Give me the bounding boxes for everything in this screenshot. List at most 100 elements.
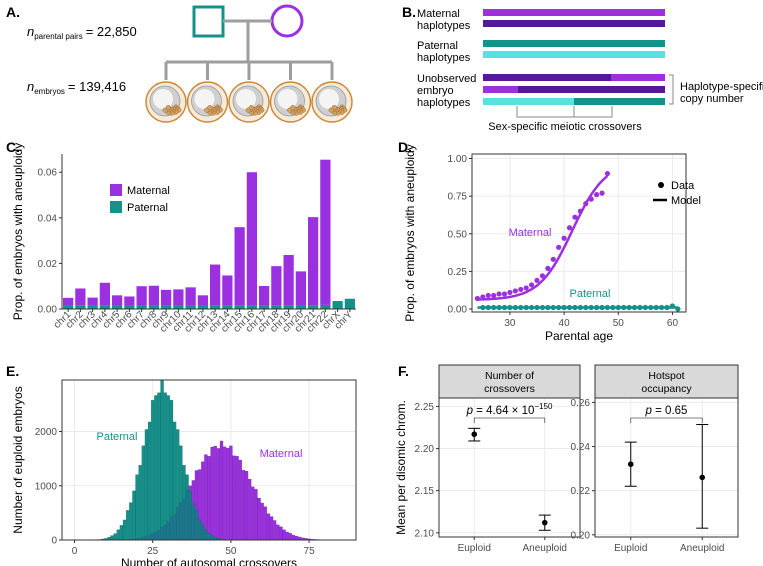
histogram-bar-maternal: [279, 526, 283, 541]
facet-strip: [594, 364, 739, 399]
panel-a-letter: A.: [6, 4, 20, 20]
histogram-bar-maternal: [282, 529, 286, 541]
paternal-data-point: [518, 304, 524, 311]
maternal-data-point: [561, 235, 567, 241]
maternal-data-point: [604, 170, 611, 177]
x-axis-title: Parental age: [545, 329, 613, 343]
y-tick-label: 0.75: [448, 192, 468, 203]
error-bar: [538, 514, 551, 531]
histogram-bar-paternal: [166, 395, 171, 541]
histogram-overlap: [160, 526, 164, 540]
paternal-data-point: [631, 304, 638, 311]
mean-point: [471, 431, 478, 438]
histogram-bar-maternal: [219, 440, 224, 541]
histogram-overlap: [132, 538, 136, 540]
embryo-icon: [228, 62, 270, 123]
histogram-overlap: [138, 537, 142, 540]
bar-paternal: [112, 305, 123, 309]
bar-maternal: [308, 217, 319, 306]
x-tick-label: 50: [613, 318, 625, 329]
histogram-overlap: [182, 498, 186, 540]
paternal-data-point: [594, 304, 600, 311]
paternal-data-point: [637, 304, 643, 311]
legend-swatch-maternal: [110, 184, 122, 196]
p-value-label: p = 4.64 × 10−150: [466, 402, 553, 417]
bar-maternal: [112, 295, 123, 306]
bar-maternal: [295, 271, 306, 306]
paternal-data-point: [675, 306, 681, 312]
paternal-data-point: [566, 304, 573, 311]
bar-paternal: [124, 305, 135, 309]
paternal-data-point: [653, 304, 659, 311]
histogram-overlap: [216, 538, 220, 540]
bar-maternal: [283, 254, 294, 306]
bar-paternal: [173, 305, 184, 309]
paternal-data-point: [577, 304, 583, 311]
panel-c-letter: C.: [6, 139, 20, 155]
embryo-haplotype-1: [483, 74, 611, 81]
histogram-bar-maternal: [251, 486, 255, 541]
x-tick-label: 25: [147, 546, 159, 557]
maternal-data-point: [545, 265, 551, 271]
histogram-bar-paternal: [141, 445, 146, 541]
histogram-bar-maternal: [213, 445, 218, 541]
maternal-data-point: [518, 286, 524, 293]
bar-maternal: [148, 285, 159, 306]
maternal-haplotypes-label: Maternal haplotypes: [417, 8, 471, 32]
histogram-bar-paternal: [163, 392, 167, 541]
chart-c: 0.000.020.040.06chr1chr2chr3chr4chr5chr6…: [11, 143, 356, 335]
embryo-haplotype-2: [518, 86, 665, 93]
bar-maternal: [185, 287, 196, 306]
maternal-data-point: [539, 273, 546, 279]
y-axis-title: Number of euploid embryos: [11, 386, 25, 533]
histogram-bar-maternal: [207, 455, 211, 541]
y-tick-label: 2.20: [415, 444, 435, 455]
panel-d-letter: D.: [398, 139, 412, 155]
y-tick-label: 0: [51, 536, 57, 547]
histogram-overlap: [213, 537, 217, 540]
histogram-bar-paternal: [154, 395, 158, 541]
y-tick-label: 0.00: [448, 304, 468, 315]
x-tick-label: 0: [72, 546, 78, 557]
histogram-bar-paternal: [160, 380, 164, 541]
histogram-bar-maternal: [238, 459, 243, 541]
paternal-data-point: [604, 304, 611, 311]
bar-paternal: [271, 305, 282, 309]
embryo-haplotype-3: [483, 98, 574, 105]
y-axis-title: Prop. of embryos with aneuploidy: [403, 144, 417, 321]
paternal-data-point: [556, 304, 562, 311]
series-label-maternal: Maternal: [260, 448, 303, 460]
maternal-data-point: [528, 282, 535, 288]
x-tick-label: 30: [504, 318, 516, 329]
histogram-bar-paternal: [122, 519, 127, 541]
bar-maternal: [161, 289, 172, 306]
embryo-blastocoel: [153, 89, 173, 109]
histogram-bar-maternal: [235, 455, 239, 541]
facet-strip: [438, 364, 581, 399]
panel-d-aneuploidy-by-age: D. 0.00 0.25 0.50 0.75 1.00 30 40 50 60 Prop. of …: [398, 139, 701, 343]
maternal-data-point: [599, 190, 605, 196]
paternal-data-point: [610, 304, 616, 311]
bar-paternal: [234, 305, 245, 309]
paternal-haplotypes-label: Paternal haplotypes: [417, 40, 471, 64]
paternal-data-point: [512, 304, 518, 311]
embryos-count: nembryos = 139,416: [27, 79, 126, 96]
histogram-overlap: [191, 502, 195, 540]
paternal-data-point: [545, 304, 551, 311]
paternal-data-point: [550, 304, 556, 311]
facet-title-line: Hotspot: [648, 370, 684, 382]
histogram-overlap: [157, 529, 161, 540]
y-tick-label: 0.25: [448, 267, 468, 278]
y-tick-label: 0.06: [38, 168, 58, 179]
panel-c-aneuploidy-by-chromosome: C. 0.000.020.040.06chr1chr2chr3chr4chr5c…: [6, 139, 356, 335]
paternal-haplotype-1: [483, 40, 665, 47]
maternal-data-point: [491, 292, 497, 299]
maternal-data-point: [577, 208, 583, 214]
histogram-bar-maternal: [232, 455, 236, 541]
bar-maternal: [124, 296, 135, 306]
series-label-maternal: Maternal: [509, 227, 552, 239]
histogram-overlap: [185, 489, 189, 540]
